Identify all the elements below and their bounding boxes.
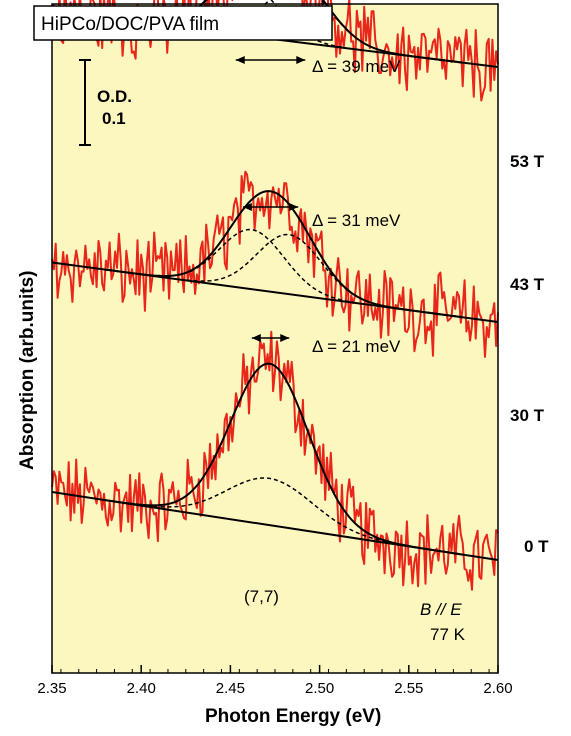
spectrum-line-0t <box>51 330 499 591</box>
field-label-53t: 53 T <box>510 152 545 171</box>
od-value: 0.1 <box>102 109 126 128</box>
split-arrow-head <box>242 203 252 211</box>
field-label-0t: 0 T <box>524 537 549 556</box>
od-label: O.D. <box>97 87 132 106</box>
od-scale-bar: O.D. 0.1 <box>79 59 132 146</box>
splitting-arrows <box>235 56 306 342</box>
component-fit-curve <box>186 233 393 309</box>
temperature-label: 77 K <box>430 625 466 644</box>
delta-label-53t: Δ = 39 meV <box>312 57 401 76</box>
x-axis-title: Photon Energy (eV) <box>205 706 381 727</box>
total-fit-curve <box>105 362 463 556</box>
delta-label-43t: Δ = 31 meV <box>312 211 401 230</box>
split-arrow-head <box>251 334 261 342</box>
split-arrow-head <box>289 203 299 211</box>
spectrum-line-30t <box>51 170 499 358</box>
y-axis-title: Absorption (arb.units) <box>17 271 38 470</box>
component-fit-curve <box>132 477 407 547</box>
chirality-label: (7,7) <box>244 587 279 606</box>
x-tick-label: 2.60 <box>483 680 512 697</box>
chart-title: HiPCo/DOC/PVA film <box>41 14 219 35</box>
field-label-43t: 43 T <box>510 275 545 294</box>
x-tick-label: 2.45 <box>216 680 245 697</box>
split-arrow-head <box>296 56 306 64</box>
title-box <box>33 5 333 41</box>
x-tick-label: 2.50 <box>305 680 334 697</box>
x-tick-label: 2.40 <box>127 680 156 697</box>
x-tick-label: 2.35 <box>37 680 66 697</box>
x-tick-label: 2.55 <box>394 680 423 697</box>
split-arrow-head <box>280 334 290 342</box>
split-arrow-head <box>235 56 245 64</box>
field-label-30t: 30 T <box>510 406 545 425</box>
component-fit-curve <box>148 228 355 304</box>
delta-label-30t: Δ = 21 meV <box>312 337 401 356</box>
geometry-label: B // E <box>420 600 462 619</box>
axis-ticks: 2.35 2.40 2.45 2.50 2.55 2.60 <box>37 665 513 697</box>
